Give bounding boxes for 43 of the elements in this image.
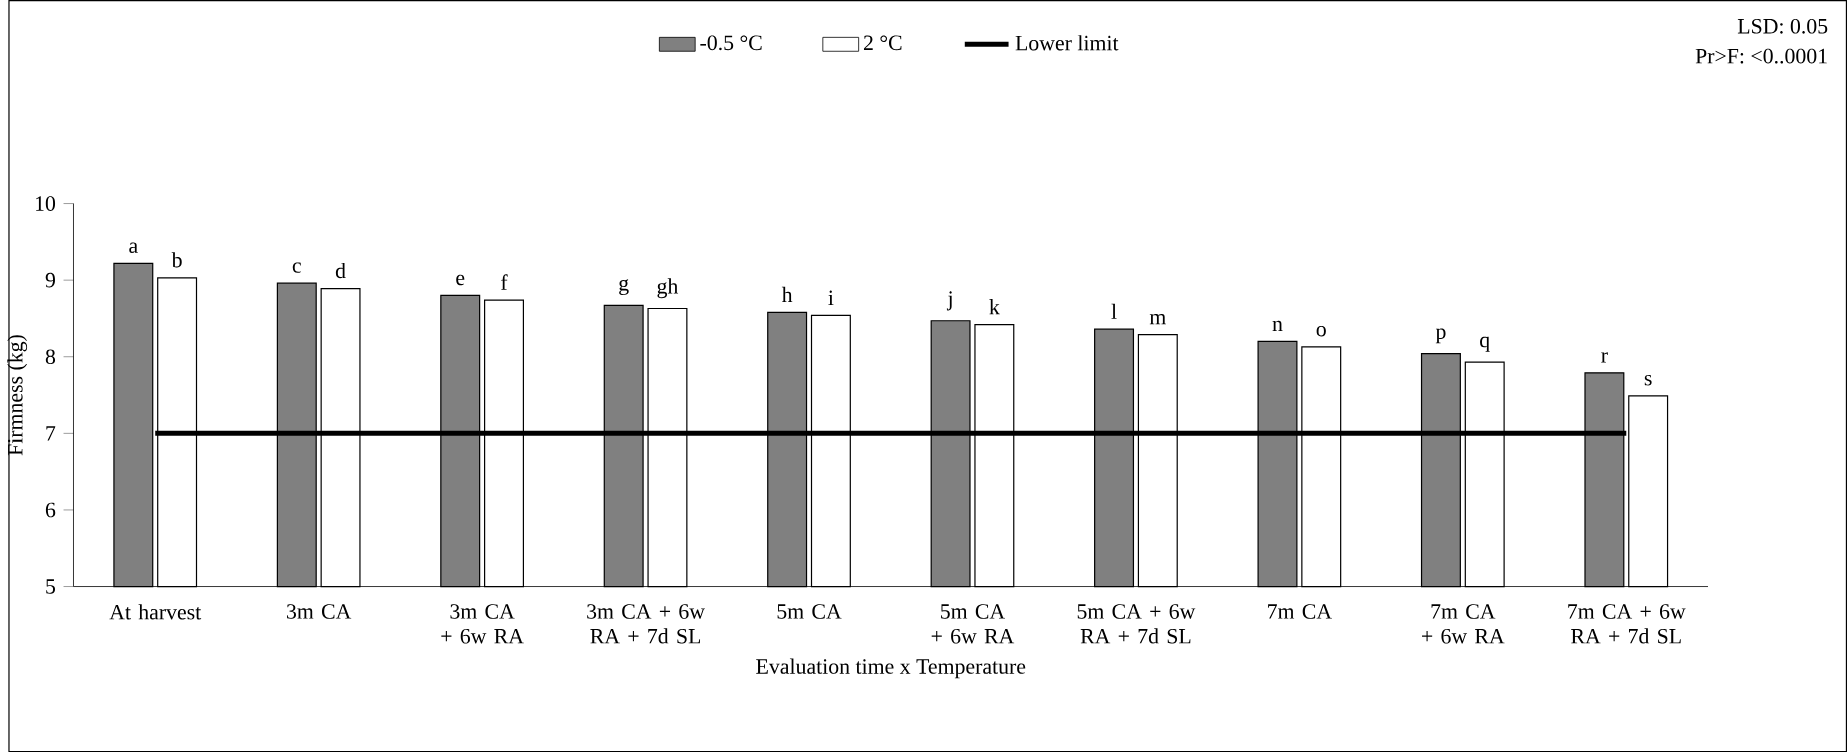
y-tick-label: 5	[46, 579, 56, 594]
x-tick-label: 7m CA + 6w RA	[1422, 604, 1505, 644]
annotation: p	[1435, 328, 1446, 344]
x-axis-title: Evaluation time x Temperature	[756, 658, 1026, 679]
x-tick-label: 7m CA	[1268, 604, 1332, 619]
annotation: h	[781, 286, 793, 302]
legend-label: Lower limit	[1015, 35, 1119, 51]
y-tick-label: 8	[45, 349, 56, 364]
y-tick-label: 6	[45, 502, 56, 518]
annotation: gh	[657, 278, 679, 298]
y-tick-label: 10	[36, 196, 56, 211]
x-tick-label: 5m CA + 6w RA + 7d SL	[1077, 604, 1196, 644]
legend-label: 2 °C	[863, 35, 902, 51]
y-axis-title: Firmness (kg)	[7, 334, 28, 456]
x-tick-label: 7m CA + 6w RA + 7d SL	[1568, 604, 1686, 644]
annotation: i	[828, 290, 834, 305]
annotation: j	[946, 291, 952, 311]
annotation: f	[501, 274, 508, 290]
annotation: e	[456, 274, 465, 285]
annotation: a	[129, 242, 138, 253]
annotation: c	[292, 262, 301, 273]
x-tick-label: 3m CA + 6w RA + 7d SL	[587, 604, 705, 644]
annotation: n	[1272, 320, 1283, 331]
annotation: q	[1480, 336, 1490, 352]
x-tick-label: 3m CA + 6w RA	[441, 604, 524, 644]
annotation: m	[1149, 313, 1166, 325]
y-tick-label: 9	[45, 272, 55, 288]
text: LSD: 0.05	[1737, 18, 1828, 34]
legend-label: -0.5 °C	[700, 35, 762, 51]
annotation: g	[619, 279, 629, 295]
text: Pr>F: <0..0001	[1695, 48, 1827, 64]
annotation: l	[1111, 303, 1117, 319]
annotation: b	[171, 252, 182, 268]
x-tick-label: 5m CA	[777, 604, 842, 619]
x-tick-label: At harvest	[109, 604, 202, 620]
annotation: s	[1644, 374, 1652, 386]
annotation: o	[1316, 325, 1326, 337]
annotation: k	[989, 298, 1000, 315]
annotation: d	[335, 262, 346, 279]
annotation: r	[1601, 352, 1608, 363]
x-tick-label: 5m CA + 6w RA	[931, 604, 1015, 644]
x-tick-label: 3m CA	[287, 604, 352, 619]
y-tick-label: 7	[46, 426, 56, 441]
